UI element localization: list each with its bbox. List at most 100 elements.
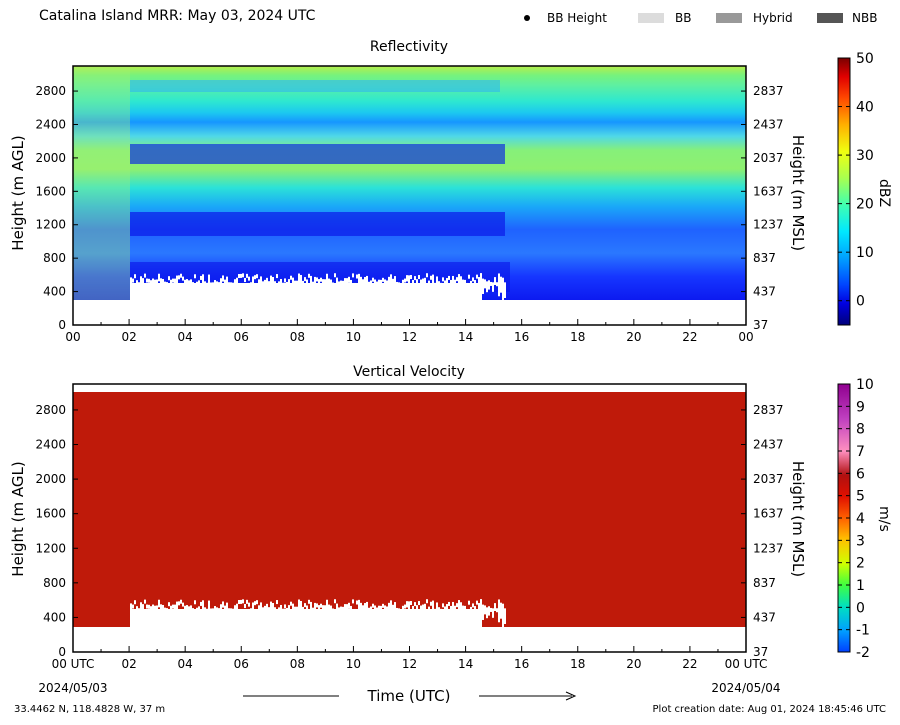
gap-column xyxy=(326,599,328,621)
gap-column xyxy=(488,280,490,290)
gap-column xyxy=(354,608,356,613)
gap-column xyxy=(380,605,382,610)
y2tick-label: 837 xyxy=(753,251,776,265)
ytick-label: 2000 xyxy=(35,151,66,165)
gap-column xyxy=(396,607,398,629)
gap-column xyxy=(344,604,346,624)
gap-column xyxy=(276,600,278,605)
gap-column xyxy=(260,602,262,629)
gap-column xyxy=(234,279,236,284)
xtick-label: 16 xyxy=(514,330,529,344)
gap-column xyxy=(372,277,374,282)
ytick-label: 2800 xyxy=(35,403,66,417)
gap-column xyxy=(236,603,238,628)
colorbar-tick-label: 0 xyxy=(856,294,865,310)
colorbar-tick-label: 20 xyxy=(856,197,874,213)
gap-column xyxy=(192,608,194,613)
gap-column xyxy=(462,605,464,628)
reflectivity-gaps xyxy=(130,273,506,309)
gap-column xyxy=(202,274,204,294)
end-date: 2024/05/04 xyxy=(711,681,780,695)
xtick-label: 08 xyxy=(290,657,305,671)
gap-column xyxy=(456,603,458,608)
gap-column xyxy=(348,276,350,283)
gap-column xyxy=(214,280,216,285)
gap-column xyxy=(232,282,234,287)
reflectivity-band-2000 xyxy=(130,144,505,164)
gap-column xyxy=(150,280,152,300)
arrow-right-icon xyxy=(565,691,577,701)
gap-column xyxy=(194,600,196,605)
gap-column xyxy=(158,599,160,608)
gap-column xyxy=(200,275,202,280)
gap-column xyxy=(298,273,300,298)
legend-label: BB Height xyxy=(547,11,607,25)
swatch-icon xyxy=(817,13,843,23)
gap-column xyxy=(448,601,450,606)
gap-column xyxy=(300,600,302,626)
ytick-label: 2000 xyxy=(35,472,66,486)
gap-column xyxy=(418,601,420,606)
gap-column xyxy=(226,602,228,623)
gap-column xyxy=(222,601,224,608)
colorbar-tick-label: 2 xyxy=(856,556,865,572)
colorbar-label: dBZ xyxy=(876,179,892,207)
y2tick-label: 37 xyxy=(753,318,768,332)
footer-location: 33.4462 N, 118.4828 W, 37 m xyxy=(14,704,166,715)
gap-column xyxy=(406,601,408,608)
gap-column xyxy=(188,606,190,611)
gap-column xyxy=(152,604,154,631)
gap-column xyxy=(152,278,154,305)
gap-column xyxy=(314,602,316,629)
gap-column xyxy=(260,276,262,303)
legend-label: Hybrid xyxy=(753,11,793,25)
gap-column xyxy=(230,282,232,290)
ytick-label: 1200 xyxy=(35,218,66,232)
xaxis-label: Time (UTC) xyxy=(367,687,451,705)
gap-column xyxy=(282,608,284,622)
gap-column xyxy=(422,278,424,287)
gap-column xyxy=(384,279,386,284)
gap-column xyxy=(328,604,330,628)
y2tick-label: 2437 xyxy=(753,438,784,452)
xtick-label: 22 xyxy=(682,657,697,671)
gap-column xyxy=(400,282,402,295)
gap-column xyxy=(316,603,318,608)
gap-column xyxy=(206,282,208,287)
gap-column xyxy=(162,278,164,283)
xtick-label: 18 xyxy=(570,657,585,671)
gap-column xyxy=(468,600,470,605)
gap-column xyxy=(246,273,248,278)
gap-column xyxy=(136,606,138,611)
gap-column xyxy=(386,606,388,611)
gap-column xyxy=(172,604,174,609)
gap-column xyxy=(168,276,170,281)
gap-column xyxy=(248,276,250,281)
gap-column xyxy=(356,274,358,279)
gap-column xyxy=(132,278,134,283)
gap-column xyxy=(140,602,142,613)
gap-column xyxy=(424,277,426,286)
gap-column xyxy=(494,603,496,611)
gap-column xyxy=(160,278,162,302)
gap-column xyxy=(424,603,426,612)
gap-column xyxy=(452,601,454,622)
gap-column xyxy=(252,276,254,294)
gap-column xyxy=(324,279,326,284)
gap-column xyxy=(330,605,332,630)
ytick-label: 400 xyxy=(43,610,66,624)
colorbar-label: m/s xyxy=(876,506,892,532)
gap-column xyxy=(178,601,180,606)
gap-column xyxy=(402,279,404,301)
gap-column xyxy=(486,281,488,293)
gap-column xyxy=(258,279,260,287)
vertical-velocity-panel: Vertical Velocity 0 37 400 437 800 837 1200 123… xyxy=(9,364,807,671)
gap-column xyxy=(314,276,316,303)
gap-column xyxy=(358,599,360,618)
gap-column xyxy=(198,280,200,305)
gap-column xyxy=(428,280,430,285)
gap-column xyxy=(170,605,172,631)
y2tick-label: 437 xyxy=(753,610,776,624)
